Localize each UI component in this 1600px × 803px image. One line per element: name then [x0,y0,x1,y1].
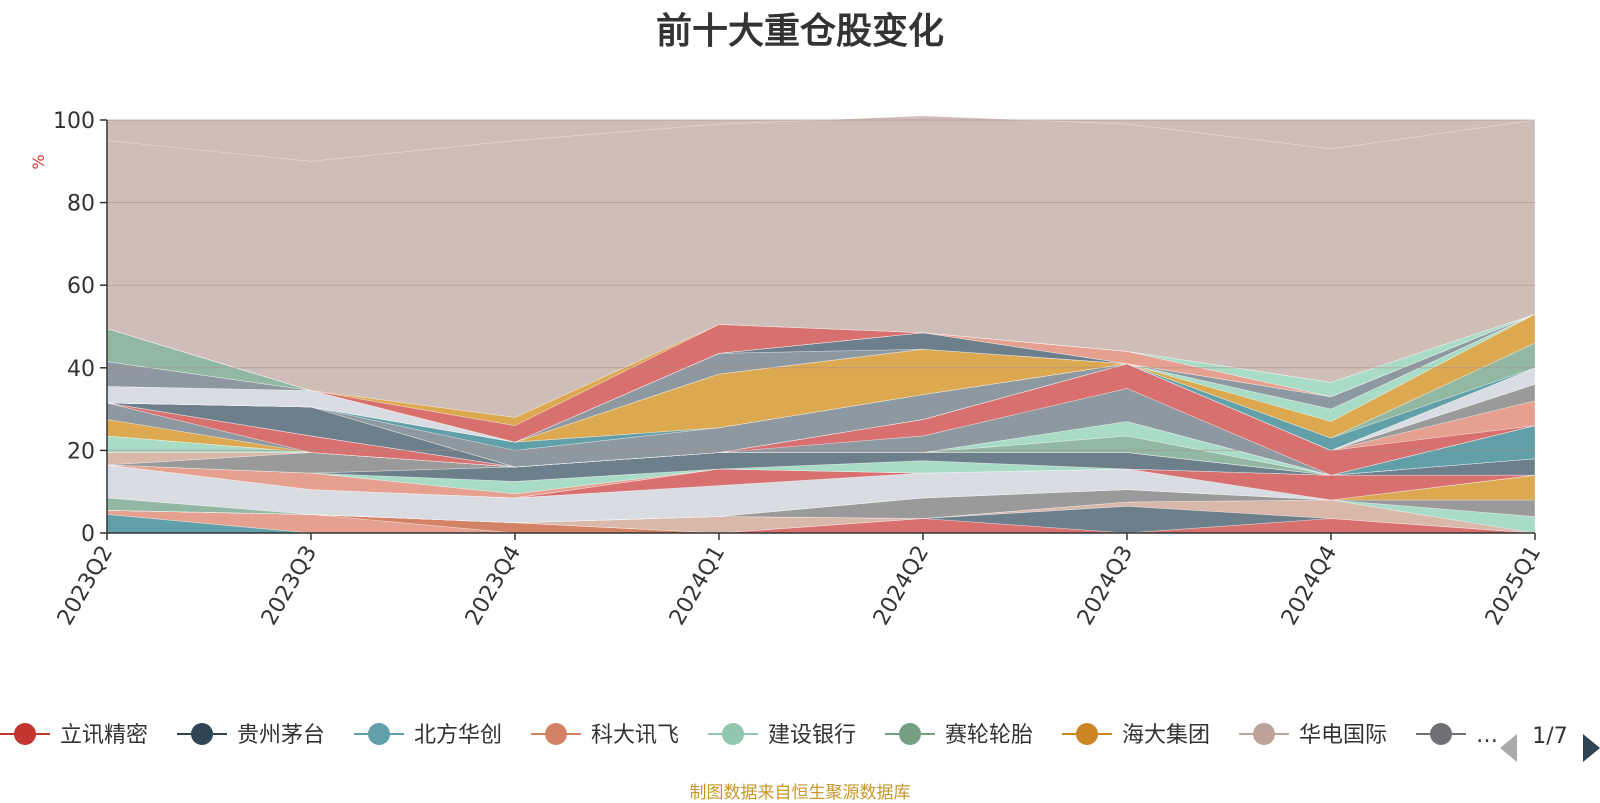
legend-label: 科大讯飞 [591,723,679,748]
x-tick-label: 2023Q3 [257,542,322,630]
chart-title: 前十大重仓股变化 [655,11,944,52]
legend-item[interactable]: 海大集团 [1062,723,1210,748]
area-series-zz [106,115,1536,418]
legend-label: 赛轮轮胎 [945,723,1033,748]
legend-page-indicator: 1/7 [1532,724,1567,749]
x-tick-label: 2025Q1 [1481,542,1546,630]
legend-marker [545,723,567,745]
legend-item[interactable]: 华电国际 [1239,723,1387,748]
legend-label: 贵州茅台 [237,723,325,748]
x-tick-label: 2024Q1 [665,542,730,630]
legend-item[interactable]: 立讯精密 [0,723,148,748]
y-tick-label: 20 [67,439,95,464]
y-tick-label: 40 [67,357,95,382]
x-axis-ticks: 2023Q2 2023Q3 2023Q4 2024Q1 2024Q2 2024Q3 2024… [53,533,1546,630]
legend-item[interactable]: … [1416,723,1498,748]
legend-item[interactable]: 科大讯飞 [531,723,679,748]
legend-pager: 1/7 [1500,724,1600,762]
x-tick-label: 2024Q4 [1277,542,1342,630]
x-tick-label: 2023Q2 [53,542,118,630]
stacked-areas [106,115,1536,534]
legend-marker [14,723,36,745]
legend-marker [191,723,213,745]
y-axis-label: % [29,154,48,169]
x-tick-label: 2023Q4 [461,542,526,630]
y-tick-label: 60 [67,274,95,299]
legend-label: 建设银行 [768,723,856,748]
legend-label: 立讯精密 [60,723,148,748]
source-note: 制图数据来自恒生聚源数据库 [689,783,911,803]
legend-label: 北方华创 [414,723,502,748]
triangle-right-icon[interactable] [1583,734,1600,762]
legend-item[interactable]: 北方华创 [354,723,502,748]
y-axis-ticks: 0 20 40 60 80 100 [53,109,107,547]
y-tick-label: 0 [81,522,95,547]
triangle-left-icon[interactable] [1500,734,1517,762]
legend-label: 华电国际 [1299,723,1387,748]
legend-marker [899,723,921,745]
legend-item[interactable]: 建设银行 [708,723,856,748]
x-tick-label: 2024Q3 [1073,542,1138,630]
gridlines [107,119,1535,451]
legend-label: … [1476,723,1498,748]
legend-marker [368,723,390,745]
legend: 立讯精密 贵州茅台 北方华创 科大讯飞 建设银行 赛轮轮胎 海大集团 华电国际 … [0,723,1498,748]
legend-marker [722,723,744,745]
legend-item[interactable]: 赛轮轮胎 [885,723,1033,748]
legend-item[interactable]: 贵州茅台 [177,723,325,748]
axes [106,120,1535,534]
legend-marker [1430,723,1452,745]
legend-marker [1076,723,1098,745]
legend-label: 海大集团 [1122,723,1210,748]
y-tick-label: 80 [67,192,95,217]
legend-marker [1253,723,1275,745]
x-tick-label: 2024Q2 [869,542,934,630]
y-tick-label: 100 [53,109,95,134]
